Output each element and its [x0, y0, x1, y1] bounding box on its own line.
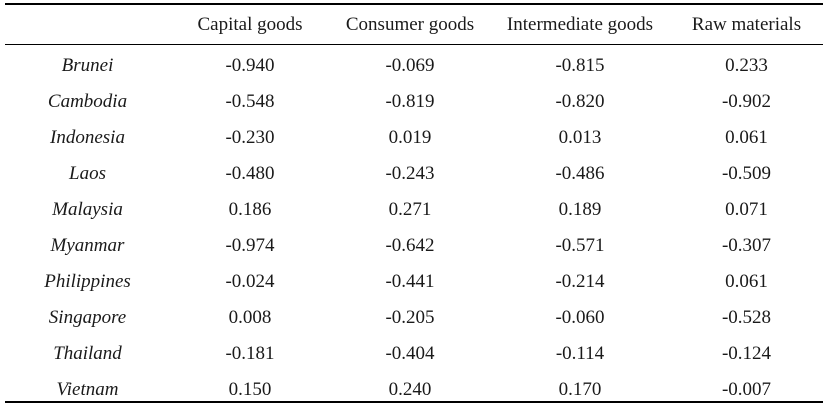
value-cell: -0.007	[721, 379, 772, 400]
header-cell-consumer-goods: Consumer goods	[345, 14, 475, 35]
value-cell: 0.189	[558, 199, 602, 220]
table-row: Singapore 0.008 -0.205 -0.060 -0.528	[5, 300, 823, 336]
table-bottom-rule	[5, 401, 823, 403]
value-cell: -0.902	[721, 91, 772, 112]
table-row: Cambodia -0.548 -0.819 -0.820 -0.902	[5, 84, 823, 120]
value-cell: -0.114	[555, 343, 605, 364]
table-body: Brunei -0.940 -0.069 -0.815 0.233 Cambod…	[5, 45, 823, 408]
table-row: Indonesia -0.230 0.019 0.013 0.061	[5, 120, 823, 156]
table-header: Capital goods Consumer goods Intermediat…	[5, 5, 823, 45]
value-cell: 0.061	[725, 271, 768, 292]
value-cell: -0.974	[225, 235, 275, 256]
data-table: Capital goods Consumer goods Intermediat…	[5, 5, 823, 408]
country-cell: Cambodia	[47, 91, 128, 112]
value-cell: 0.061	[725, 127, 768, 148]
value-cell: -0.820	[555, 91, 605, 112]
value-cell: -0.404	[385, 343, 435, 364]
value-cell: -0.307	[721, 235, 772, 256]
table-row: Malaysia 0.186 0.271 0.189 0.071	[5, 192, 823, 228]
country-cell: Indonesia	[50, 127, 125, 148]
table-header-rule	[5, 44, 823, 45]
table-top-rule	[5, 3, 823, 5]
value-cell: -0.060	[555, 307, 605, 328]
value-cell: -0.124	[721, 343, 772, 364]
table-row: Myanmar -0.974 -0.642 -0.571 -0.307	[5, 228, 823, 264]
country-cell: Malaysia	[52, 199, 123, 220]
value-cell: -0.230	[225, 127, 275, 148]
value-cell: -0.441	[385, 271, 435, 292]
value-cell: 0.019	[388, 127, 432, 148]
country-cell: Vietnam	[56, 379, 119, 400]
table-row: Vietnam 0.150 0.240 0.170 -0.007	[5, 372, 823, 408]
value-cell: -0.509	[721, 163, 772, 184]
value-cell: -0.548	[225, 91, 275, 112]
table-row: Thailand -0.181 -0.404 -0.114 -0.124	[5, 336, 823, 372]
header-cell-country	[5, 5, 170, 45]
value-cell: 0.271	[388, 199, 432, 220]
table-row: Laos -0.480 -0.243 -0.486 -0.509	[5, 156, 823, 192]
header-cell-capital-goods: Capital goods	[197, 14, 303, 35]
value-cell: -0.571	[555, 235, 605, 256]
value-cell: -0.642	[385, 235, 435, 256]
value-cell: -0.024	[225, 271, 275, 292]
value-cell: -0.181	[225, 343, 275, 364]
header-cell-raw-materials: Raw materials	[691, 14, 802, 35]
value-cell: -0.940	[225, 55, 275, 76]
header-row: Capital goods Consumer goods Intermediat…	[5, 5, 823, 45]
country-cell: Laos	[69, 163, 106, 184]
value-cell: 0.233	[725, 55, 768, 76]
value-cell: -0.069	[385, 55, 435, 76]
value-cell: -0.243	[385, 163, 435, 184]
value-cell: 0.170	[558, 379, 602, 400]
value-cell: 0.240	[388, 379, 432, 400]
value-cell: 0.071	[725, 199, 768, 220]
country-cell: Singapore	[48, 307, 127, 328]
value-cell: -0.819	[385, 91, 435, 112]
value-cell: -0.815	[555, 55, 605, 76]
value-cell: -0.480	[225, 163, 275, 184]
value-cell: 0.008	[228, 307, 272, 328]
table-row: Philippines -0.024 -0.441 -0.214 0.061	[5, 264, 823, 300]
value-cell: 0.013	[558, 127, 602, 148]
value-cell: -0.486	[555, 163, 605, 184]
country-cell: Brunei	[61, 55, 114, 76]
value-cell: -0.214	[555, 271, 605, 292]
value-cell: -0.528	[721, 307, 772, 328]
value-cell: 0.150	[228, 379, 272, 400]
table-row: Brunei -0.940 -0.069 -0.815 0.233	[5, 45, 823, 84]
value-cell: 0.186	[228, 199, 272, 220]
header-cell-intermediate-goods: Intermediate goods	[506, 14, 654, 35]
country-cell: Myanmar	[50, 235, 125, 256]
value-cell: -0.205	[385, 307, 435, 328]
country-cell: Thailand	[53, 343, 122, 364]
country-cell: Philippines	[44, 271, 131, 292]
